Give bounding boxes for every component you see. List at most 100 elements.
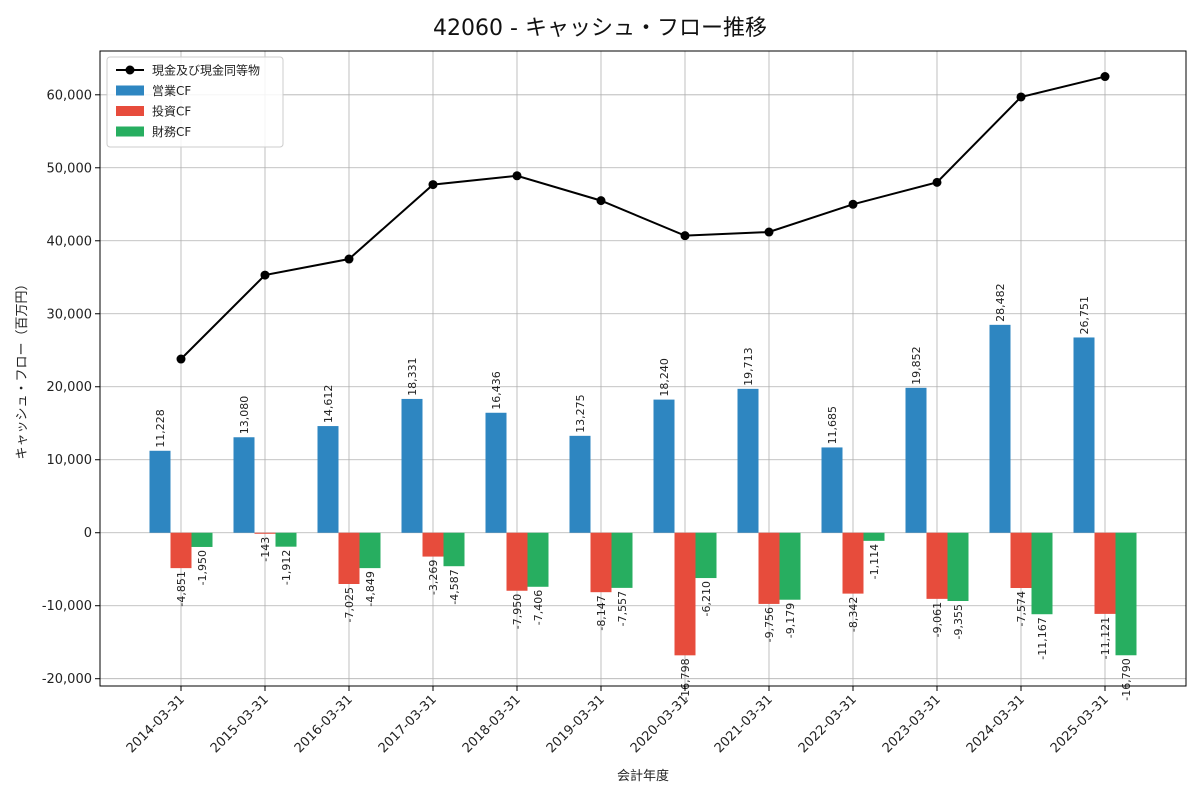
x-tick-label: 2022-03-31	[796, 692, 860, 756]
bar-1-8	[842, 532, 864, 594]
legend-label: 営業CF	[152, 84, 191, 98]
x-axis-label: 会計年度	[617, 768, 669, 784]
y-tick-label: -10,000	[42, 599, 92, 614]
data-label-2-6: -6,210	[700, 581, 713, 616]
data-label-0-4: 16,436	[490, 371, 503, 410]
data-label-0-9: 19,852	[910, 346, 923, 385]
data-label-1-3: -3,269	[427, 560, 440, 595]
bar-2-0	[191, 532, 213, 547]
cash-point-10	[1016, 92, 1026, 102]
y-tick-label: 50,000	[47, 161, 93, 176]
x-tick-label: 2025-03-31	[1048, 692, 1112, 756]
bar-1-11	[1094, 532, 1116, 614]
bar-2-10	[1031, 532, 1053, 615]
cash-point-3	[428, 180, 438, 190]
cash-point-8	[848, 199, 858, 209]
data-label-2-8: -1,114	[868, 544, 881, 579]
bar-1-0	[170, 532, 192, 569]
bar-0-4	[485, 412, 507, 533]
bar-2-4	[527, 532, 549, 587]
bar-2-8	[863, 532, 885, 541]
bar-2-6	[695, 532, 717, 579]
x-tick-label: 2018-03-31	[460, 692, 524, 756]
bar-1-3	[422, 532, 444, 557]
legend-box	[106, 56, 284, 148]
data-label-0-6: 18,240	[658, 358, 671, 397]
data-label-0-2: 14,612	[322, 385, 335, 424]
legend-label: 現金及び現金同等物	[152, 63, 260, 78]
cash-point-2	[344, 254, 354, 264]
cash-point-7	[764, 227, 774, 237]
line-layer	[176, 72, 1110, 364]
bar-1-4	[506, 532, 528, 591]
x-tick-label: 2019-03-31	[544, 692, 608, 756]
bar-2-11	[1115, 532, 1137, 656]
data-label-0-1: 13,080	[238, 396, 251, 435]
bar-1-5	[590, 532, 612, 593]
y-tick-label: -20,000	[42, 672, 92, 687]
data-label-2-11: -16,790	[1120, 658, 1133, 700]
data-label-1-10: -7,574	[1015, 591, 1028, 626]
data-label-0-0: 11,228	[154, 409, 167, 448]
y-tick-label: 40,000	[47, 234, 93, 249]
data-label-0-8: 11,685	[826, 406, 839, 445]
data-label-0-7: 19,713	[742, 347, 755, 386]
legend-swatch	[116, 126, 144, 137]
bar-0-11	[1073, 337, 1095, 533]
data-label-0-5: 13,275	[574, 394, 587, 433]
data-label-2-9: -9,355	[952, 604, 965, 639]
data-label-2-4: -7,406	[532, 590, 545, 625]
cash-point-0	[176, 354, 186, 364]
bar-0-9	[905, 387, 927, 533]
bar-2-7	[779, 532, 801, 600]
cash-point-11	[1100, 72, 1110, 82]
data-label-1-0: -4,851	[175, 571, 188, 606]
data-label-2-10: -11,167	[1036, 617, 1049, 659]
bar-2-9	[947, 532, 969, 602]
data-label-2-7: -9,179	[784, 603, 797, 638]
data-label-0-3: 18,331	[406, 357, 419, 396]
plot-frame	[99, 50, 1187, 687]
bar-2-5	[611, 532, 633, 588]
bar-1-6	[674, 532, 696, 656]
bar-0-3	[401, 398, 423, 533]
x-tick-label: 2021-03-31	[712, 692, 776, 756]
data-label-2-3: -4,587	[448, 569, 461, 604]
bar-1-2	[338, 532, 360, 584]
legend-swatch	[116, 85, 144, 96]
y-tick-label: 0	[84, 526, 92, 541]
bar-0-5	[569, 435, 591, 533]
bar-0-8	[821, 447, 843, 533]
data-label-0-11: 26,751	[1078, 296, 1091, 335]
bar-2-2	[359, 532, 381, 569]
cash-point-1	[260, 270, 270, 280]
y-tick-label: 10,000	[47, 453, 93, 468]
x-tick-label: 2015-03-31	[208, 692, 272, 756]
data-label-2-2: -4,849	[364, 571, 377, 606]
bar-layer	[149, 324, 1137, 656]
legend-marker	[125, 65, 135, 75]
data-label-1-9: -9,061	[931, 602, 944, 637]
bar-2-3	[443, 532, 465, 567]
bar-0-10	[989, 324, 1011, 533]
x-tick-label: 2014-03-31	[124, 692, 188, 756]
chart-title: 42060 - キャッシュ・フロー推移	[433, 16, 767, 41]
data-label-1-2: -7,025	[343, 587, 356, 622]
data-label-1-8: -8,342	[847, 597, 860, 632]
cash-point-6	[680, 231, 690, 241]
data-label-0-10: 28,482	[994, 283, 1007, 322]
x-tick-label: 2024-03-31	[964, 692, 1028, 756]
y-tick-label: 60,000	[47, 88, 93, 103]
bar-0-6	[653, 399, 675, 533]
legend-label: 財務CF	[152, 124, 191, 139]
bar-1-1	[254, 532, 276, 534]
bar-1-10	[1010, 532, 1032, 589]
legend-label: 投資CF	[152, 104, 191, 119]
y-axis-label: キャッシュ・フロー（百万円）	[15, 277, 30, 459]
bar-2-1	[275, 532, 297, 547]
data-label-1-5: -8,147	[595, 595, 608, 630]
x-tick-label: 2020-03-31	[628, 692, 692, 756]
cash-point-5	[596, 196, 606, 206]
